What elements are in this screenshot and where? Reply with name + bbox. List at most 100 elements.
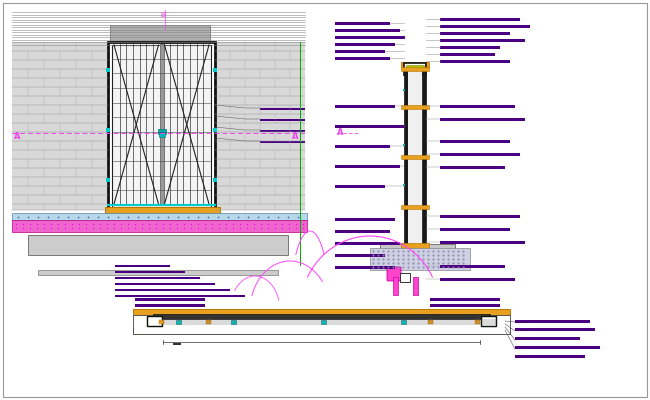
Bar <box>147 316 162 326</box>
Bar <box>440 53 495 56</box>
Bar <box>335 254 385 256</box>
Bar <box>12 78 108 87</box>
Bar <box>112 45 211 207</box>
Bar <box>12 105 108 114</box>
Bar <box>12 51 108 60</box>
Bar <box>440 46 500 48</box>
Bar <box>321 320 326 324</box>
Bar <box>401 105 429 109</box>
Bar <box>115 294 245 297</box>
Bar <box>215 87 305 96</box>
Bar <box>401 245 429 249</box>
Bar <box>481 316 496 326</box>
Bar <box>12 69 108 78</box>
Bar <box>115 264 170 267</box>
Bar <box>12 60 108 69</box>
Bar <box>215 123 305 132</box>
Bar <box>401 155 429 159</box>
Bar <box>335 125 405 128</box>
Bar <box>335 145 390 148</box>
Bar <box>12 42 108 51</box>
Bar <box>12 159 108 168</box>
Text: B: B <box>160 12 164 18</box>
Bar <box>413 277 418 295</box>
Bar <box>133 309 510 315</box>
Bar <box>215 114 305 123</box>
Bar <box>115 282 215 285</box>
Bar <box>393 277 398 295</box>
Bar <box>335 242 400 244</box>
Bar <box>215 177 305 186</box>
Bar <box>515 346 600 348</box>
Bar <box>401 243 429 248</box>
Bar <box>260 118 305 121</box>
Bar <box>335 29 400 32</box>
Bar <box>215 60 305 69</box>
Bar <box>440 18 520 20</box>
Bar <box>335 36 405 38</box>
Bar <box>147 316 162 326</box>
Bar <box>215 42 305 51</box>
Bar <box>215 204 305 210</box>
Bar <box>12 220 307 232</box>
Bar <box>133 315 510 334</box>
Bar <box>159 44 164 205</box>
Bar <box>215 159 305 168</box>
Bar <box>10 10 305 275</box>
Text: A: A <box>292 132 298 141</box>
Bar <box>12 213 307 220</box>
Bar <box>406 65 424 73</box>
Bar <box>12 87 108 96</box>
Bar <box>215 132 305 141</box>
Bar <box>428 320 433 324</box>
Bar <box>115 270 185 273</box>
Bar <box>400 273 410 282</box>
Bar <box>231 320 236 324</box>
Bar <box>260 140 305 143</box>
Bar <box>401 205 429 209</box>
Bar <box>440 118 525 120</box>
Bar <box>440 278 515 280</box>
Bar <box>215 51 305 60</box>
Bar <box>176 320 181 324</box>
Bar <box>159 133 164 137</box>
Bar <box>475 320 480 324</box>
Bar <box>430 304 500 306</box>
Bar <box>335 43 395 46</box>
Bar <box>38 270 278 275</box>
Bar <box>404 63 426 75</box>
Bar <box>28 235 288 255</box>
Bar <box>12 114 108 123</box>
Bar <box>153 314 490 319</box>
Bar <box>108 42 215 210</box>
Bar <box>335 230 390 232</box>
Bar <box>440 215 520 218</box>
Bar <box>335 266 395 268</box>
Bar <box>404 70 408 245</box>
Bar <box>515 328 595 330</box>
Bar <box>335 218 395 220</box>
Bar <box>440 39 525 42</box>
Bar <box>515 337 580 340</box>
Bar <box>157 129 166 134</box>
Bar <box>380 244 455 252</box>
Bar <box>215 195 305 204</box>
Bar <box>12 141 108 150</box>
Bar <box>12 123 108 132</box>
Bar <box>440 32 510 34</box>
Bar <box>12 204 108 210</box>
Bar <box>335 185 385 188</box>
Text: A: A <box>14 132 21 141</box>
Bar <box>215 186 305 195</box>
Bar <box>133 328 510 334</box>
Bar <box>215 96 305 105</box>
Bar <box>159 320 164 324</box>
Bar <box>401 62 429 67</box>
Bar <box>105 207 220 213</box>
Bar <box>515 320 590 322</box>
Bar <box>115 288 230 291</box>
Bar <box>408 70 422 245</box>
Bar <box>440 166 505 168</box>
Bar <box>335 50 385 52</box>
FancyBboxPatch shape <box>387 267 401 281</box>
